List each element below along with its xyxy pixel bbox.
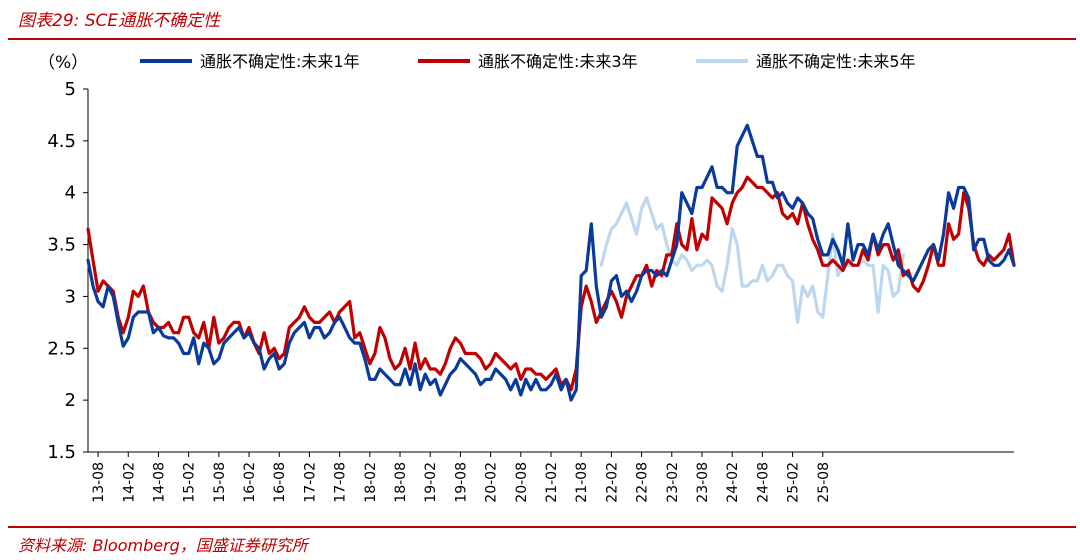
x-tick-label: 24-02 [725,462,741,503]
y-tick-label: 1.5 [47,442,76,463]
x-tick-label: 22-02 [604,462,620,503]
legend-label-1: 通胀不确定性:未来1年 [200,52,360,71]
x-tick-label: 16-02 [242,462,258,503]
y-tick-label: 3 [65,286,76,307]
axes: 1.5 2 2.5 3 3.5 4 4.5 5 13-08 14-02 14-08 15-02 15-0… [47,79,1014,503]
line-chart: （%） 通胀不确定性:未来1年 通胀不确定性:未来3年 通胀不确定性:未来5年 1.… [38,52,1016,503]
x-tick-label: 17-08 [333,462,349,503]
x-tick-label: 14-08 [151,462,167,503]
legend: 通胀不确定性:未来1年 通胀不确定性:未来3年 通胀不确定性:未来5年 [140,52,916,71]
source-note: 资料来源: Bloomberg，国盛证券研究所 [18,536,308,555]
x-tick-label: 22-08 [635,462,651,503]
x-tick-label: 15-02 [182,462,198,503]
x-tick-label: 24-08 [755,462,771,503]
y-tick-label: 4.5 [47,131,76,152]
legend-label-2: 通胀不确定性:未来3年 [478,52,638,71]
x-tick-label: 14-02 [121,462,137,503]
x-tick-label: 19-08 [453,462,469,503]
figure-title: 图表29: SCE通胀不确定性 [18,11,221,31]
x-tick-label: 20-08 [514,462,530,503]
x-tick-label: 15-08 [212,462,228,503]
x-tick-label: 25-08 [816,462,832,503]
legend-label-3: 通胀不确定性:未来5年 [756,52,916,71]
x-tick-label: 17-02 [302,462,318,503]
y-tick-label: 3.5 [47,235,76,256]
x-tick-label: 18-02 [363,462,379,503]
x-tick-label: 21-08 [574,462,590,503]
series-line-1 [86,123,1016,402]
y-tick-label: 2 [65,390,76,411]
y-tick-label: 2.5 [47,338,76,359]
x-tick-label: 23-02 [665,462,681,503]
x-tick-label: 19-02 [423,462,439,503]
x-tick-label: 25-02 [786,462,802,503]
x-tick-label: 23-08 [695,462,711,503]
x-tick-label: 21-02 [544,462,560,503]
series-layer [86,123,1016,402]
x-tick-label: 18-08 [393,462,409,503]
x-tick-label: 16-08 [272,462,288,503]
y-tick-label: 5 [65,79,76,100]
title-rule [8,38,1076,40]
source-rule [8,526,1076,528]
x-tick-label: 20-02 [484,462,500,503]
y-axis-unit-label: （%） [38,53,88,73]
x-tick-label: 13-08 [91,462,107,503]
y-tick-label: 4 [65,183,76,204]
